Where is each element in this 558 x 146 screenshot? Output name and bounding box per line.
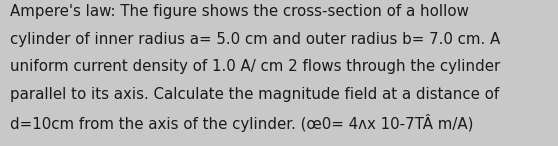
Text: Ampere's law: The figure shows the cross-section of a hollow: Ampere's law: The figure shows the cross… [10,4,469,19]
Text: d=10cm from the axis of the cylinder. (œ0= 4ʌx 10-7TÂ m/A): d=10cm from the axis of the cylinder. (œ… [10,114,474,132]
Text: cylinder of inner radius a= 5.0 cm and outer radius b= 7.0 cm. A: cylinder of inner radius a= 5.0 cm and o… [10,32,501,47]
Text: uniform current density of 1.0 A/ cm 2 flows through the cylinder: uniform current density of 1.0 A/ cm 2 f… [10,59,501,74]
Text: parallel to its axis. Calculate the magnitude field at a distance of: parallel to its axis. Calculate the magn… [10,87,499,102]
